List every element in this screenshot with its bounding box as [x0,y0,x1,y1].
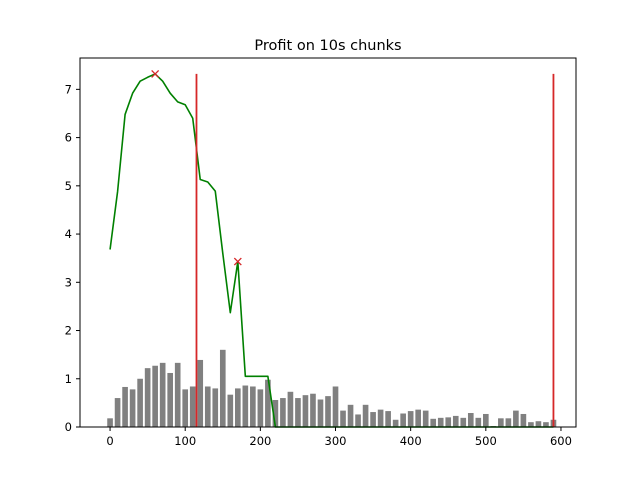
bar [415,409,421,427]
bar [370,412,376,427]
bar [242,385,249,427]
peak-marker [151,69,160,78]
bar [407,411,414,427]
chart-title: Profit on 10s chunks [254,38,401,54]
bar [505,418,512,427]
bar [212,388,219,427]
bar [227,394,234,427]
bar [400,413,406,427]
bar [167,372,173,427]
marker-stroke [233,257,242,266]
bar [520,413,527,427]
bar [513,410,519,427]
bar [122,386,128,427]
x-tick-label: 500 [475,434,497,448]
bar [129,389,136,427]
bar [159,362,166,427]
bar [310,393,316,427]
x-tick-label: 600 [550,434,572,448]
bar [280,398,286,427]
bar [272,399,279,427]
bar [362,404,369,427]
bar [392,419,399,427]
y-tick-label: 4 [65,227,72,241]
bar [528,422,534,427]
bar [543,422,549,427]
bar [498,418,504,427]
bar [347,404,354,427]
bar [182,389,189,427]
x-tick-label: 100 [174,434,196,448]
bar [483,413,489,427]
marker-stroke [151,69,160,78]
y-tick-label: 1 [65,372,72,386]
bar [287,391,294,427]
bar [535,421,542,427]
bar [174,362,181,427]
x-tick-label: 0 [106,434,113,448]
bar [317,399,324,427]
bar [295,398,301,427]
bar [302,395,309,427]
bar [204,386,211,427]
bar [467,413,474,427]
bar [189,386,196,427]
bar [385,411,391,427]
y-tick-label: 2 [65,324,72,338]
bar [107,418,113,427]
y-tick-label: 0 [65,420,72,434]
bar [377,409,384,427]
bar [144,368,151,427]
axes: 0 100 200 300 400 500 600 0 1 2 3 4 5 6 7 [65,57,577,448]
bar [430,418,437,427]
bar [460,417,467,427]
bar [235,388,241,427]
bar [137,378,143,427]
bar [437,417,444,427]
bar [265,379,271,427]
bar [257,389,264,427]
bar [197,359,204,427]
y-tick-label: 6 [65,131,72,145]
bar [325,396,331,427]
bar [250,386,256,427]
x-tick-label: 200 [249,434,271,448]
x-tick-label: 300 [325,434,347,448]
y-tick-label: 5 [65,179,72,193]
plot-area [107,69,557,428]
x-tick-label: 400 [400,434,422,448]
bar [152,365,158,427]
bar [452,415,459,427]
axes-frame [79,57,577,428]
y-tick-label: 3 [65,275,72,289]
y-tick-label: 7 [65,82,72,96]
bar [219,349,226,427]
bar [475,417,482,427]
bar [114,398,121,427]
bar [445,417,452,427]
peak-marker [233,257,242,266]
bar [332,386,339,427]
bar [340,410,346,427]
bar [355,414,361,427]
bar [422,410,429,427]
